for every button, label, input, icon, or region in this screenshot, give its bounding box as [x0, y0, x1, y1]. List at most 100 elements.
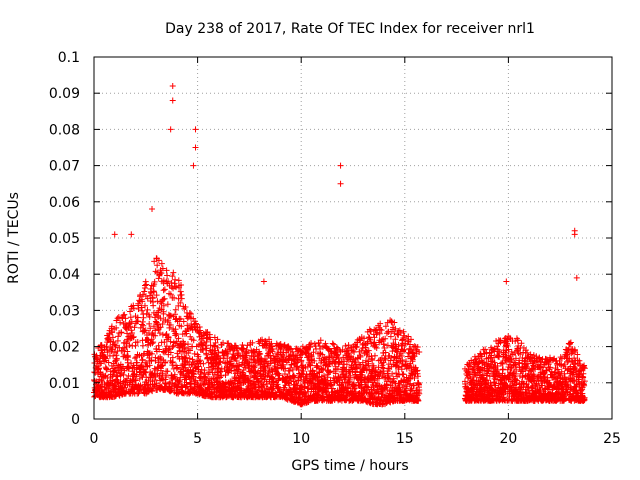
data-point: [167, 322, 174, 329]
data-point: [164, 272, 171, 279]
data-point: [175, 277, 182, 284]
data-point: [126, 342, 133, 349]
data-point: [196, 374, 203, 381]
data-point: [165, 278, 172, 285]
data-point: [177, 315, 184, 322]
data-point: [142, 369, 149, 376]
data-point: [250, 363, 257, 370]
y-tick-label: 0.02: [49, 340, 80, 356]
y-tick-label: 0: [71, 412, 80, 428]
data-point: [150, 289, 157, 296]
data-point: [243, 346, 250, 353]
data-point: [160, 287, 167, 294]
data-point: [169, 97, 176, 104]
x-tick-label: 20: [499, 431, 517, 447]
chart-title: Day 238 of 2017, Rate Of TEC Index for r…: [165, 21, 535, 37]
data-point: [195, 353, 202, 360]
data-points: [91, 82, 588, 408]
data-point: [186, 355, 193, 362]
data-point: [149, 340, 156, 347]
y-tick-label: 0.03: [49, 303, 80, 319]
data-point: [120, 371, 127, 378]
data-point: [220, 339, 227, 346]
x-tick-label: 10: [292, 431, 310, 447]
y-tick-label: 0.08: [49, 122, 80, 138]
data-point: [148, 331, 155, 338]
data-point: [191, 379, 198, 386]
data-point: [216, 359, 223, 366]
data-point: [103, 366, 110, 373]
data-point: [228, 358, 235, 365]
data-point: [152, 268, 159, 275]
data-point: [241, 373, 248, 380]
data-point: [165, 317, 172, 324]
data-point: [246, 377, 253, 384]
x-axis-label: GPS time / hours: [291, 458, 408, 474]
data-point: [157, 315, 164, 322]
data-point: [173, 338, 180, 345]
data-point: [337, 162, 344, 169]
data-point: [125, 372, 132, 379]
data-point: [143, 281, 150, 288]
data-point: [127, 314, 134, 321]
data-point: [167, 126, 174, 133]
data-point: [124, 375, 131, 382]
data-point: [164, 301, 171, 308]
data-point: [291, 381, 298, 388]
data-point: [240, 345, 247, 352]
data-point: [254, 370, 261, 377]
y-tick-label: 0.07: [49, 159, 80, 175]
data-point: [197, 327, 204, 334]
data-point: [257, 337, 264, 344]
data-point: [139, 356, 146, 363]
grid: [94, 57, 612, 419]
data-point: [259, 336, 266, 343]
data-point: [147, 325, 154, 332]
data-point: [169, 343, 176, 350]
data-point: [156, 346, 163, 353]
data-point: [166, 324, 173, 331]
data-point: [161, 295, 168, 302]
data-point: [173, 284, 180, 291]
data-point: [330, 341, 337, 348]
data-point: [225, 350, 232, 357]
data-point: [161, 286, 168, 293]
data-point: [252, 349, 259, 356]
data-point: [141, 369, 148, 376]
data-point: [105, 337, 112, 344]
data-point: [144, 306, 151, 313]
data-point: [211, 343, 218, 350]
data-point: [163, 267, 170, 274]
data-point: [269, 345, 276, 352]
data-point: [183, 330, 190, 337]
data-point: [214, 344, 221, 351]
data-point: [171, 371, 178, 378]
data-point: [153, 292, 160, 299]
data-point: [115, 333, 122, 340]
data-point: [169, 273, 176, 280]
data-point: [134, 359, 141, 366]
data-point: [217, 358, 224, 365]
y-tick-label: 0.1: [58, 50, 80, 66]
data-point: [110, 352, 117, 359]
data-point: [186, 347, 193, 354]
data-point: [203, 345, 210, 352]
data-point: [268, 347, 275, 354]
data-point: [150, 339, 157, 346]
data-point: [190, 370, 197, 377]
data-point: [121, 311, 128, 318]
y-tick-label: 0.05: [49, 231, 80, 247]
data-point: [191, 350, 198, 357]
data-point: [150, 302, 157, 309]
data-point: [180, 340, 187, 347]
data-point: [187, 311, 194, 318]
data-point: [260, 382, 267, 389]
data-point: [115, 314, 122, 321]
data-point: [134, 338, 141, 345]
data-point: [172, 306, 179, 313]
data-point: [200, 381, 207, 388]
x-tick-label: 15: [396, 431, 414, 447]
data-point: [385, 365, 392, 372]
data-point: [139, 342, 146, 349]
y-tick-label: 0.06: [49, 195, 80, 211]
